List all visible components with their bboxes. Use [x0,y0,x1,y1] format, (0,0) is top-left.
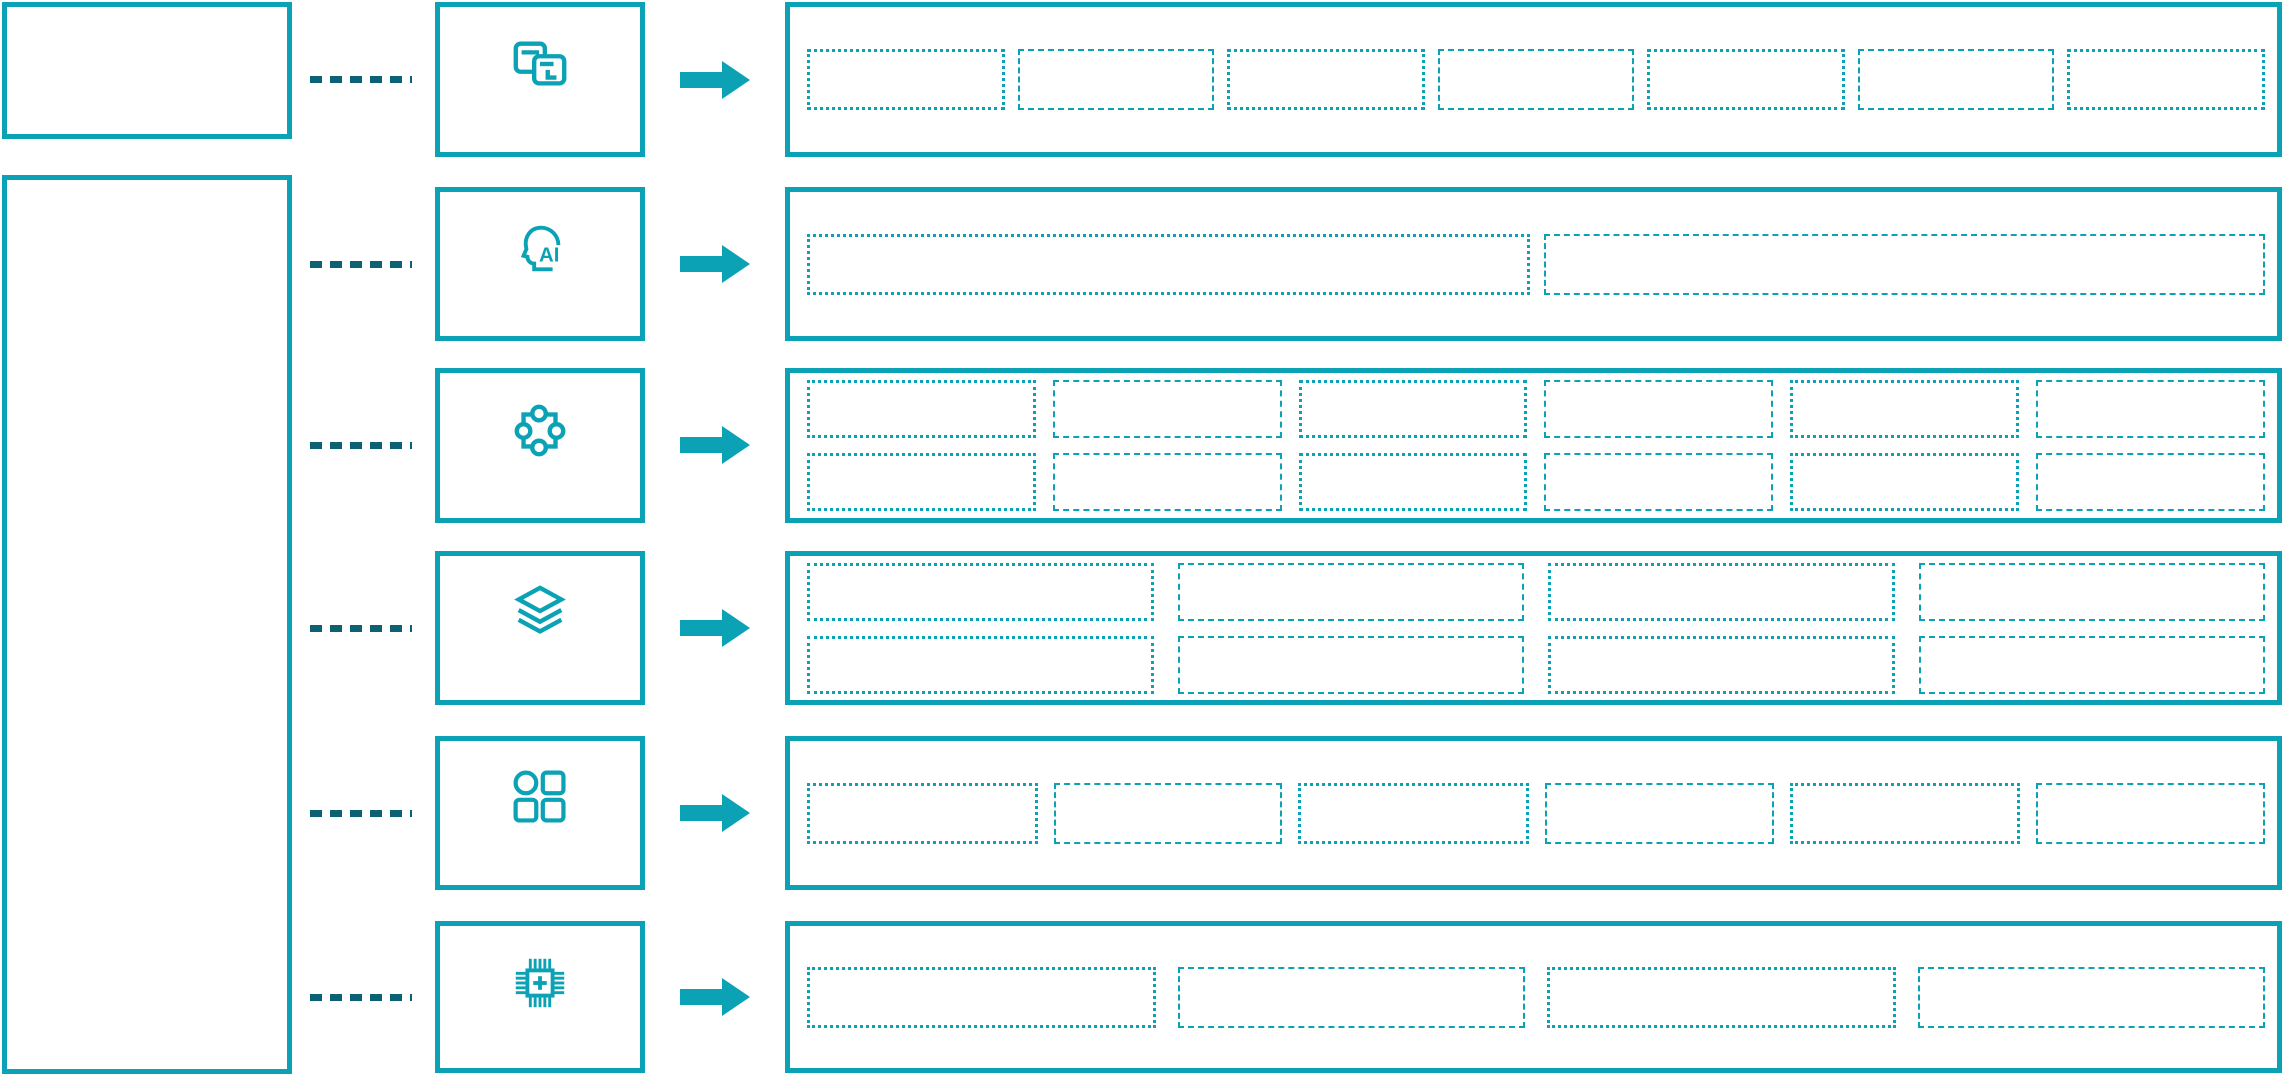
placeholder-box [807,380,1036,438]
placeholder-box [1918,562,2265,621]
dashed-connector [310,442,412,449]
dashed-connector [310,994,412,1001]
icon-frame-row6 [435,921,645,1073]
placeholder-box [1177,635,1524,694]
placeholder-grid [807,562,2265,694]
puzzle-piece-icon [514,404,566,457]
flow-arrow-icon [680,794,750,832]
flow-arrow-icon [680,609,750,647]
placeholder-box [1918,966,2265,1028]
icon-frame-row3 [435,368,645,523]
dashed-connector [310,76,412,83]
overlapping-windows-icon [513,41,567,86]
placeholder-box [1544,453,1774,511]
placeholder-box [1790,380,2020,438]
placeholder-box [1052,380,1282,438]
placeholder-box [1544,233,2265,295]
placeholder-box [1298,453,1528,511]
flow-arrow-icon [680,978,750,1016]
placeholder-box [1858,49,2054,110]
placeholder-grid [807,966,2265,1028]
placeholder-box [807,562,1154,621]
icon-frame-row4 [435,551,645,705]
placeholder-box [1548,562,1895,621]
ai-text: AI [539,245,559,267]
placeholder-row-band-2 [785,187,2282,341]
flow-arrow-icon [680,426,750,464]
placeholder-grid [807,49,2265,110]
shapes-grid-icon [513,770,566,823]
placeholder-box [1227,49,1425,110]
flow-arrow-icon [680,245,750,283]
left-main-box [2,175,292,1074]
placeholder-box [1647,49,1845,110]
icon-frame-row5 [435,736,645,890]
dashed-connector [310,625,412,632]
flow-arrow-icon [680,61,750,99]
placeholder-box [1177,562,1524,621]
placeholder-box [1918,635,2265,694]
placeholder-box [1438,49,1634,110]
placeholder-box [1298,380,1528,438]
placeholder-row-band-5 [785,736,2282,890]
placeholder-box [1544,380,1774,438]
placeholder-box [807,782,1038,844]
icon-frame-row1 [435,2,645,157]
placeholder-grid [807,380,2265,511]
cpu-plus-icon [515,958,565,1008]
placeholder-box [1018,49,1214,110]
layers-icon [514,585,566,634]
placeholder-box [2036,782,2266,844]
placeholder-box [2036,453,2265,511]
placeholder-grid [807,782,2266,844]
placeholder-row-band-4 [785,551,2282,705]
dashed-connector [310,810,412,817]
placeholder-box [1053,782,1283,844]
placeholder-row-band-3 [785,368,2282,523]
placeholder-box [1298,782,1530,844]
placeholder-grid [807,233,2265,295]
placeholder-box [807,49,1005,110]
placeholder-box [1052,453,1282,511]
placeholder-box [2036,380,2265,438]
icon-frame-row2: AI [435,187,645,341]
placeholder-box [2067,49,2265,110]
ai-head-icon: AI [520,225,561,272]
placeholder-box [1789,782,2021,844]
placeholder-row-band-6 [785,921,2282,1073]
placeholder-box [1790,453,2020,511]
placeholder-box [807,635,1154,694]
placeholder-box [1547,966,1896,1028]
placeholder-row-band-1 [785,2,2282,157]
left-top-box [2,2,292,139]
placeholder-box [807,966,1156,1028]
dashed-connector [310,261,412,268]
placeholder-box [1548,635,1895,694]
placeholder-box [807,233,1530,295]
placeholder-box [1178,966,1525,1028]
placeholder-box [807,453,1036,511]
placeholder-box [1545,782,1774,844]
